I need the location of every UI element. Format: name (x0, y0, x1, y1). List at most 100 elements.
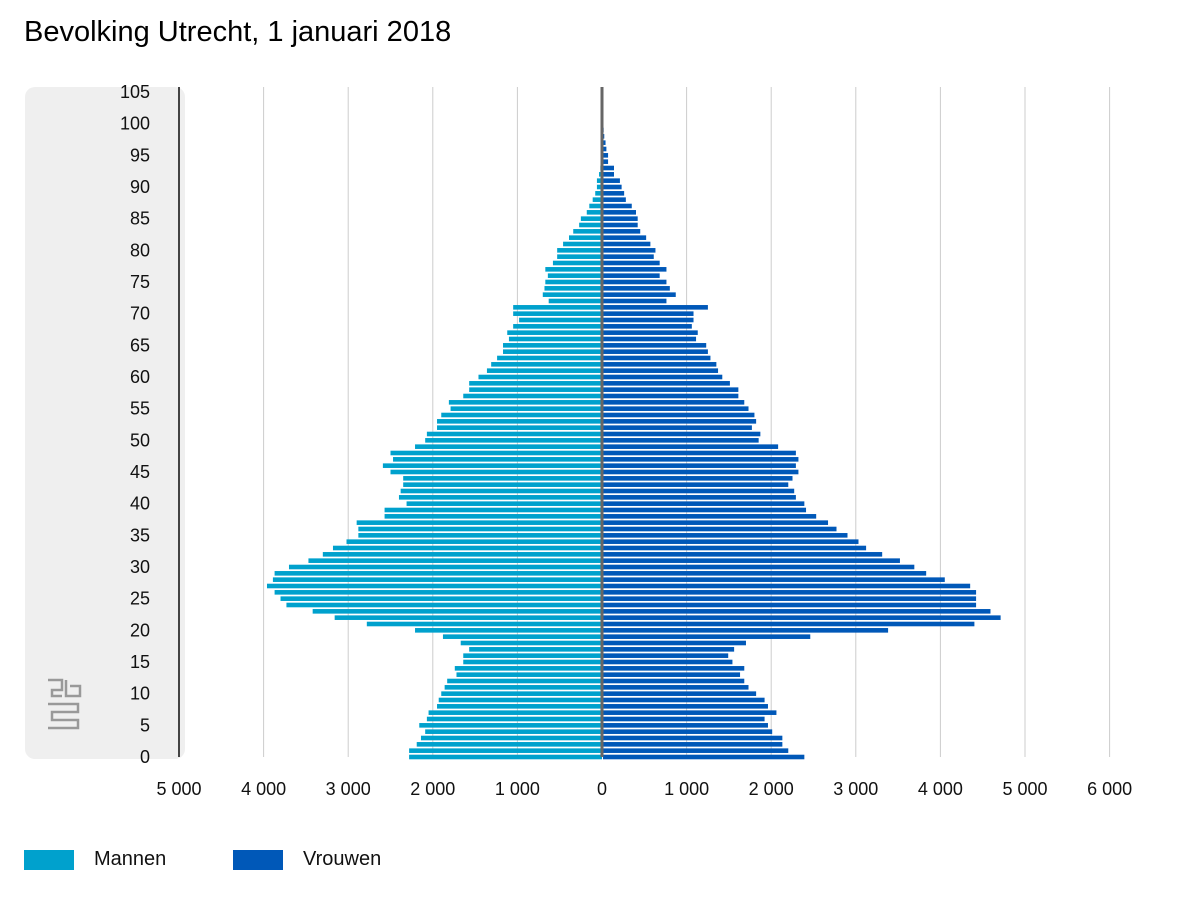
bar-mannen (426, 431, 602, 437)
bar-vrouwen (603, 463, 796, 468)
bar-mannen (542, 292, 602, 297)
x-tick-label: 6 000 (1087, 779, 1132, 799)
bar-mannen (441, 691, 602, 696)
bar-vrouwen (603, 602, 977, 608)
bar-mannen (491, 362, 602, 367)
bar-mannen (450, 406, 602, 411)
bar-vrouwen (603, 317, 694, 323)
bar-mannen (419, 723, 602, 728)
bar-mannen (266, 583, 602, 589)
y-tick-label: 90 (130, 177, 150, 197)
bar-vrouwen (603, 362, 717, 367)
bar-mannen (384, 514, 602, 519)
bar-mannen (400, 488, 602, 494)
y-axis-panel (25, 87, 185, 759)
bar-vrouwen (603, 469, 799, 475)
bar-mannen (437, 425, 602, 430)
bar-vrouwen (603, 545, 867, 551)
bar-vrouwen (603, 678, 745, 684)
y-tick-label: 35 (130, 525, 150, 545)
y-tick-label: 80 (130, 240, 150, 260)
bar-vrouwen (603, 501, 805, 506)
x-tick-label: 4 000 (241, 779, 286, 799)
bar-mannen (592, 197, 602, 202)
bar-vrouwen (603, 615, 1001, 620)
bar-mannen (358, 526, 602, 532)
bar-mannen (437, 704, 602, 709)
x-tick-label: 1 000 (495, 779, 540, 799)
bar-mannen (286, 602, 602, 608)
bar-vrouwen (603, 596, 977, 601)
bar-mannen (390, 469, 602, 475)
bar-vrouwen (603, 393, 739, 399)
bar-vrouwen (603, 406, 749, 411)
bar-mannen (547, 273, 602, 278)
bar-vrouwen (603, 558, 900, 563)
bar-mannen (478, 374, 602, 380)
bar-mannen (384, 507, 602, 513)
bar-mannen (486, 368, 602, 373)
bar-vrouwen (603, 311, 694, 316)
bar-vrouwen (603, 457, 799, 462)
bar-vrouwen (603, 248, 656, 253)
bar-vrouwen (603, 735, 783, 741)
y-tick-label: 100 (120, 114, 150, 134)
bar-mannen (544, 286, 602, 291)
bar-vrouwen (603, 191, 625, 196)
bar-mannen (280, 596, 602, 601)
y-tick-label: 15 (130, 652, 150, 672)
x-tick-label: 0 (597, 779, 607, 799)
bar-mannen (513, 324, 602, 329)
bar-mannen (415, 444, 602, 449)
bar-mannen (409, 754, 602, 760)
legend-item-mannen: Mannen (24, 848, 166, 871)
y-tick-label: 70 (130, 304, 150, 324)
bar-mannen (425, 729, 602, 734)
bar-mannen (288, 564, 602, 570)
bar-vrouwen (603, 134, 605, 139)
bar-vrouwen (603, 273, 660, 278)
bar-vrouwen (603, 634, 811, 639)
bar-vrouwen (603, 381, 730, 386)
bar-mannen (393, 457, 602, 462)
bar-mannen (426, 716, 602, 722)
bar-mannen (579, 222, 602, 228)
bar-vrouwen (603, 165, 614, 171)
y-tick-label: 45 (130, 462, 150, 482)
bar-vrouwen (603, 659, 733, 665)
bar-vrouwen (603, 653, 729, 658)
bar-vrouwen (603, 533, 848, 538)
bar-mannen (428, 710, 602, 715)
bar-vrouwen (603, 488, 795, 494)
bar-mannen (589, 203, 602, 209)
bar-mannen (358, 533, 602, 538)
bar-vrouwen (603, 184, 622, 190)
legend-swatch-vrouwen (233, 849, 283, 870)
bar-mannen (312, 609, 602, 614)
bar-mannen (503, 349, 602, 354)
bar-mannen (456, 672, 602, 677)
bar-mannen (420, 735, 602, 741)
bar-mannen (334, 615, 602, 620)
x-tick-label: 5 000 (156, 779, 201, 799)
bar-mannen (507, 330, 602, 335)
bar-vrouwen (603, 178, 620, 183)
bar-mannen (469, 647, 602, 652)
bar-vrouwen (603, 444, 779, 449)
cbs-logo-icon (48, 678, 82, 730)
bar-mannen (398, 495, 602, 500)
bar-mannen (595, 191, 602, 196)
bar-vrouwen (603, 495, 796, 500)
bar-vrouwen (603, 374, 723, 380)
y-tick-label: 5 (140, 715, 150, 735)
bar-mannen (463, 659, 602, 665)
bar-vrouwen (603, 355, 711, 361)
y-tick-label: 30 (130, 557, 150, 577)
bar-vrouwen (603, 552, 883, 557)
bar-mannen (545, 267, 602, 272)
y-tick-label: 95 (130, 145, 150, 165)
bar-mannen (356, 520, 602, 525)
bar-vrouwen (603, 279, 667, 285)
bar-vrouwen (603, 729, 773, 734)
